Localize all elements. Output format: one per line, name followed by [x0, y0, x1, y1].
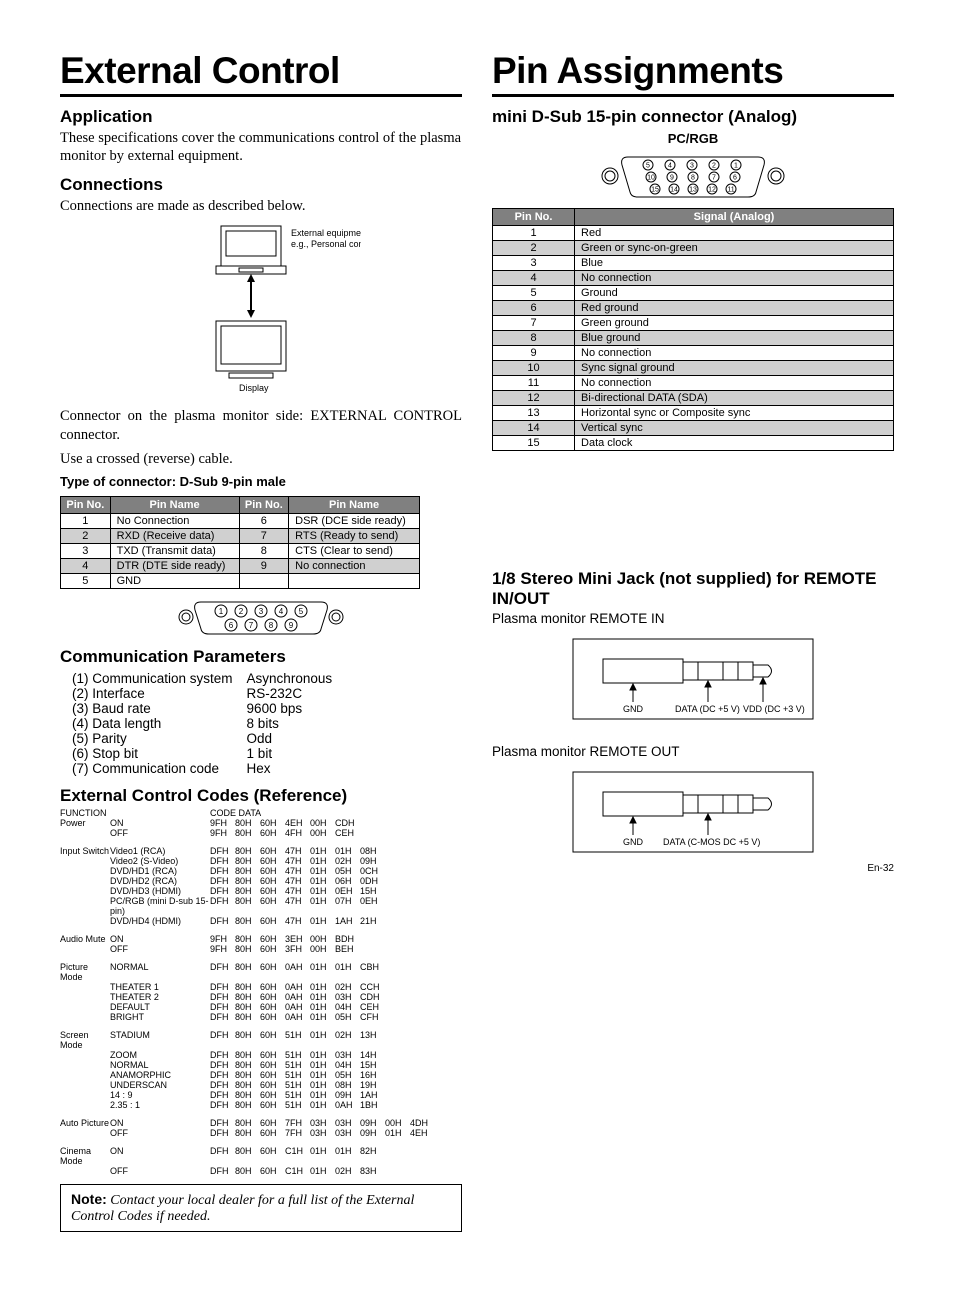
- svg-text:e.g., Personal computer: e.g., Personal computer: [291, 239, 361, 249]
- svg-text:DATA (C-MOS DC +5 V): DATA (C-MOS DC +5 V): [663, 837, 760, 847]
- svg-text:8: 8: [691, 175, 695, 182]
- svg-text:DATA (DC +5 V): DATA (DC +5 V): [675, 704, 740, 714]
- heading-connector-type: Type of connector: D-Sub 9-pin male: [60, 474, 462, 490]
- pin9-table: Pin No.Pin NamePin No.Pin Name 1No Conne…: [60, 496, 420, 589]
- svg-text:14: 14: [670, 187, 678, 194]
- pcrgb-label: PC/RGB: [492, 131, 894, 146]
- control-codes-table: FUNCTIONCODE DATAPowerON9FH80H60H4EH00HC…: [60, 808, 462, 1176]
- svg-text:12: 12: [708, 187, 716, 194]
- connection-figure: External equipment e.g., Personal comput…: [161, 221, 361, 401]
- svg-text:2: 2: [239, 607, 244, 616]
- svg-text:6: 6: [229, 621, 234, 630]
- heading-jack: 1/8 Stereo Mini Jack (not supplied) for …: [492, 569, 894, 609]
- text-remote-out: Plasma monitor REMOTE OUT: [492, 744, 894, 761]
- svg-text:11: 11: [727, 187, 734, 194]
- svg-text:10: 10: [647, 175, 655, 182]
- note-text: Contact your local dealer for a full lis…: [71, 1193, 414, 1224]
- pin15-table: Pin No.Signal (Analog) 1Red2Green or syn…: [492, 208, 894, 451]
- title-external-control: External Control: [60, 50, 462, 97]
- dsub15-diagram: 5 4 3 2 1 10 9 8 7 6 15 14 13 12 11: [593, 152, 793, 202]
- note-box: Note: Contact your local dealer for a fu…: [60, 1184, 462, 1232]
- text-connections: Connections are made as described below.: [60, 197, 462, 215]
- left-column: External Control Application These speci…: [60, 50, 462, 1232]
- title-pin-assignments: Pin Assignments: [492, 50, 894, 97]
- svg-text:9: 9: [289, 621, 294, 630]
- heading-application: Application: [60, 107, 462, 127]
- svg-text:8: 8: [269, 621, 274, 630]
- svg-text:1: 1: [219, 607, 224, 616]
- svg-text:1: 1: [734, 163, 738, 170]
- svg-text:VDD (DC +3 V): VDD (DC +3 V): [743, 704, 805, 714]
- svg-text:4: 4: [668, 163, 672, 170]
- params-table: (1) Communication systemAsynchronous(2) …: [72, 671, 346, 776]
- svg-text:13: 13: [689, 187, 697, 194]
- fig-label-top: External equipment: [291, 228, 361, 238]
- jack-in-diagram: GND DATA (DC +5 V) VDD (DC +3 V): [563, 634, 823, 724]
- dsub9-diagram: 1 2 3 4 5 6 7 8 9: [171, 597, 351, 637]
- text-remote-in: Plasma monitor REMOTE IN: [492, 611, 894, 628]
- text-application: These specifications cover the communica…: [60, 129, 462, 165]
- svg-text:9: 9: [670, 175, 674, 182]
- page-number: En-32: [492, 863, 894, 874]
- svg-text:GND: GND: [623, 837, 644, 847]
- svg-text:4: 4: [279, 607, 284, 616]
- right-column: Pin Assignments mini D-Sub 15-pin connec…: [492, 50, 894, 1232]
- svg-text:7: 7: [249, 621, 254, 630]
- svg-text:3: 3: [690, 163, 694, 170]
- heading-dsub15: mini D-Sub 15-pin connector (Analog): [492, 107, 894, 127]
- svg-text:6: 6: [733, 175, 737, 182]
- note-label: Note:: [71, 1191, 107, 1207]
- svg-text:7: 7: [712, 175, 716, 182]
- svg-text:5: 5: [646, 163, 650, 170]
- heading-connections: Connections: [60, 175, 462, 195]
- text-cable: Use a crossed (reverse) cable.: [60, 450, 462, 468]
- svg-text:15: 15: [651, 187, 659, 194]
- fig-label-bottom: Display: [239, 383, 269, 393]
- heading-comm-params: Communication Parameters: [60, 647, 462, 667]
- svg-text:3: 3: [259, 607, 264, 616]
- heading-control-codes: External Control Codes (Reference): [60, 786, 462, 806]
- jack-out-diagram: GND DATA (C-MOS DC +5 V): [563, 767, 823, 857]
- svg-text:5: 5: [299, 607, 304, 616]
- svg-text:2: 2: [712, 163, 716, 170]
- text-connector: Connector on the plasma monitor side: EX…: [60, 407, 462, 443]
- svg-text:GND: GND: [623, 704, 644, 714]
